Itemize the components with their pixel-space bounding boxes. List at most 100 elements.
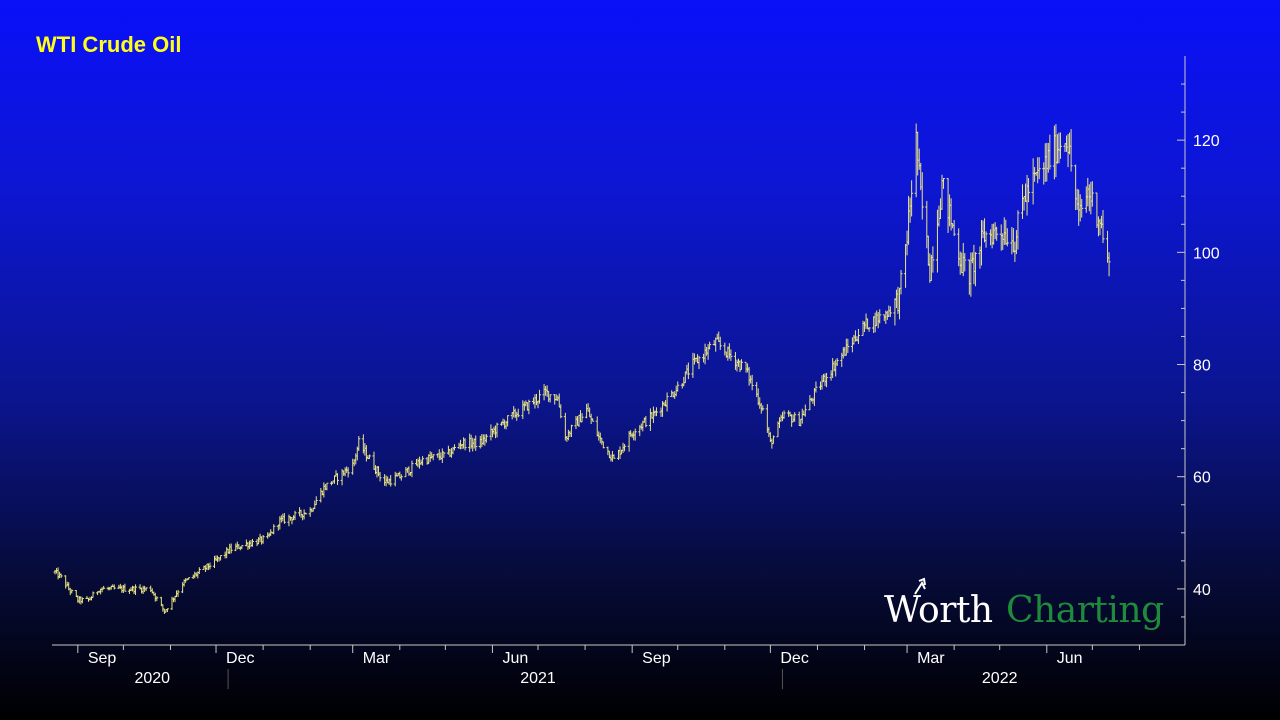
ohlc-bar [431, 454, 435, 461]
chart-title: WTI Crude Oil [36, 32, 181, 57]
ohlc-bar [1069, 129, 1073, 172]
ohlc-bar [1058, 132, 1062, 159]
x-tick-label: Mar [363, 650, 391, 667]
watermark-arrow-icon [914, 577, 926, 595]
ohlc-bar [123, 583, 127, 592]
ohlc-bar [134, 584, 138, 596]
ohlc-bar [803, 404, 807, 417]
ohlc-bar [80, 597, 84, 604]
ohlc-bar [336, 473, 340, 486]
x-tick-label: Dec [780, 650, 808, 667]
ohlc-bar [899, 269, 903, 295]
ohlc-bar [282, 513, 286, 524]
ohlc-bar [910, 180, 914, 217]
ohlc-bar [559, 404, 563, 419]
ohlc-bar [474, 435, 478, 451]
ohlc-bar [867, 327, 871, 332]
ohlc-bar [250, 538, 254, 547]
ohlc-bar [708, 341, 712, 350]
ohlc-bar [91, 591, 95, 599]
ohlc-bar [1005, 228, 1009, 247]
watermark-charting: Charting [1006, 590, 1164, 631]
ohlc-bar [325, 482, 329, 491]
ohlc-bar [452, 444, 456, 451]
ohlc-bar [601, 441, 605, 449]
year-label: 2020 [134, 670, 170, 687]
ohlc-bar [856, 328, 860, 345]
ohlc-bar [1101, 209, 1105, 244]
y-tick-label: 80 [1193, 358, 1211, 375]
ohlc-bar [973, 252, 977, 287]
ohlc-bar [952, 219, 956, 237]
ohlc-bar [538, 389, 542, 404]
ohlc-bar [495, 422, 499, 438]
ohlc-bar [346, 467, 350, 478]
y-tick-label: 120 [1193, 133, 1220, 150]
ohlc-bar [963, 253, 967, 272]
ohlc-bar [484, 434, 488, 443]
ohlc-bar [782, 410, 786, 419]
ohlc-bar [633, 428, 637, 441]
ohlc-bar [761, 405, 765, 411]
x-tick-label: Sep [642, 650, 671, 667]
year-label: 2022 [982, 670, 1018, 687]
ohlc-bar [665, 392, 669, 412]
x-tick-label: Dec [226, 650, 254, 667]
ohlc-bar [648, 408, 652, 431]
ohlc-bar [825, 372, 829, 388]
ohlc-bar [888, 306, 892, 317]
year-labels: 2020 2021 2022 [134, 669, 1018, 689]
ohlc-bar [70, 589, 74, 594]
ohlc-bar [1048, 134, 1052, 170]
ohlc-bar [144, 587, 148, 591]
x-tick-label: Jun [1057, 650, 1083, 667]
ohlc-bar [59, 573, 63, 579]
ohlc-bar [1107, 252, 1111, 277]
ohlc-bar [835, 357, 839, 367]
ohlc-bar [591, 418, 595, 422]
ohlc-bar [814, 381, 818, 393]
ohlc-bar [399, 474, 403, 481]
ohlc-bar [378, 472, 382, 482]
ohlc-bar [793, 412, 797, 422]
y-tick-label: 100 [1193, 245, 1220, 262]
ohlc-bar [155, 596, 159, 602]
ohlc-bar [995, 226, 999, 241]
ohlc-bar [771, 435, 775, 445]
ohlc-bar [208, 562, 212, 570]
ohlc-bar [219, 555, 223, 561]
ohlc-bar [714, 337, 718, 352]
ohlc-bar [463, 438, 467, 451]
ohlc-bar [506, 415, 510, 427]
ohlc-bar [548, 394, 552, 403]
ohlc-bar [187, 577, 191, 580]
ohlc-bar [729, 349, 733, 361]
ohlc-bar [878, 309, 882, 324]
year-label: 2021 [520, 670, 556, 687]
ohlc-bar [389, 475, 393, 487]
ohlc-bar [846, 338, 850, 353]
ohlc-bar [314, 496, 318, 506]
ohlc-bar [1090, 181, 1094, 207]
ohlc-bar [293, 510, 297, 521]
ohlc-bar [931, 246, 935, 273]
ohlc-bar [516, 408, 520, 418]
ohlc-bar [102, 585, 106, 590]
ohlc-bar [920, 172, 924, 220]
y-axis: 40 60 80 100 120 [1177, 56, 1220, 645]
ohlc-bar [718, 336, 722, 350]
ohlc-bar [304, 512, 308, 515]
y-tick-label: 60 [1193, 470, 1211, 487]
ohlc-bar [612, 454, 616, 459]
ohlc-bar [112, 584, 116, 590]
ohlc-bar [272, 524, 276, 535]
ohlc-bar [644, 416, 648, 428]
ohlc-bar [654, 407, 658, 417]
ohlc-bar [808, 395, 812, 411]
y-tick-label: 40 [1193, 582, 1211, 599]
ohlc-bar [1016, 210, 1020, 250]
x-tick-label: Jun [502, 650, 528, 667]
ohlc-bar [623, 443, 627, 452]
worth-charting-watermark: Worth Charting [884, 577, 1164, 631]
